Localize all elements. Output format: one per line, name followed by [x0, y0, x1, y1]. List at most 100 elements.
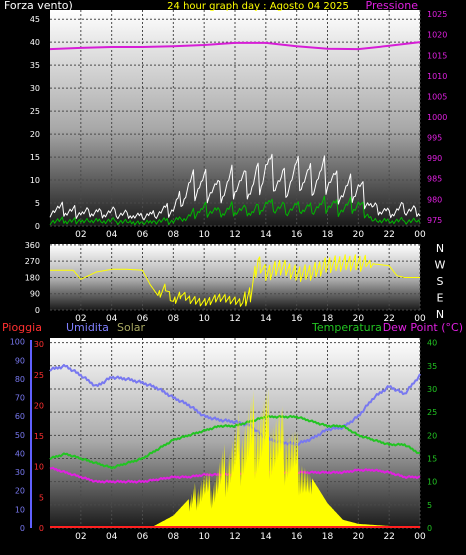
temperature-line [49, 414, 420, 470]
temperature-x-tick-label: 12 [229, 532, 240, 542]
wind-tick-label: 15 [30, 153, 40, 162]
humidity-tick-label: 90 [15, 356, 25, 365]
wind-x-tick-label: 10 [198, 230, 210, 240]
wind-tick-label: 10 [30, 176, 40, 185]
direction-x-tick-label: 10 [198, 314, 210, 324]
rain-axis-label: Pioggia [2, 321, 42, 334]
direction-x-tick-label: 20 [353, 314, 365, 324]
humidity-tick-label: 40 [15, 449, 25, 458]
temperature-tick-label: 0 [427, 524, 432, 533]
temperature-x-tick-label: 20 [353, 532, 365, 542]
wind-x-tick-labels: 02 04 06 08 10 12 14 16 18 20 22 00 [75, 230, 426, 240]
compass-label: N [436, 308, 444, 321]
temperature-x-tick-label: 18 [322, 532, 334, 542]
wind-chart-title: 24 hour graph day : Agosto 04 2025 [167, 1, 349, 12]
gust-line [49, 153, 421, 221]
rain-tick-label: 0 [39, 524, 44, 533]
humidity-tick-label: 0 [20, 524, 25, 533]
humidity-tick-label: 30 [15, 468, 25, 477]
wind-tick-label: 25 [30, 107, 40, 116]
direction-x-tick-label: 08 [168, 314, 180, 324]
wind-series-group [49, 41, 421, 226]
temperature-x-tick-label: 14 [260, 532, 272, 542]
direction-x-tick-label: 22 [383, 314, 394, 324]
temperature-axis-label: Temperatura [311, 321, 382, 334]
humidity-tick-label: 60 [15, 412, 25, 421]
temperature-tick-label: 25 [427, 408, 437, 417]
rain-tick-label: 20 [34, 401, 44, 410]
wind-tick-label: 5 [35, 199, 40, 208]
humidity-tick-label: 100 [10, 338, 25, 347]
pressure-tick-label: 1000 [427, 113, 447, 122]
pressure-tick-label: 975 [427, 216, 442, 225]
compass-label: E [437, 292, 444, 305]
temperature-panel: Pioggia Umidita Solar Temperatura Dew Po… [2, 321, 463, 542]
wind-tick-label: 45 [30, 15, 40, 24]
humidity-tick-label: 50 [15, 431, 25, 440]
rain-tick-label: 15 [34, 432, 44, 441]
dewpoint-axis-label: Dew Point (°C) [383, 321, 463, 334]
temperature-x-tick-label: 22 [383, 532, 394, 542]
pressure-line [49, 41, 421, 51]
direction-left-tick-labels: 0 90 180 270 360 [25, 241, 40, 315]
wind-pressure-panel: Forza vento) 24 hour graph day : Agosto … [4, 0, 447, 240]
wind-tick-label: 35 [30, 61, 40, 70]
pressure-tick-label: 990 [427, 154, 442, 163]
pressure-tick-label: 1015 [427, 51, 447, 60]
pressure-tick-label: 1025 [427, 10, 447, 19]
rain-tick-label: 25 [34, 371, 44, 380]
solar-axis-label: Solar [117, 321, 146, 334]
temperature-x-tick-label: 08 [168, 532, 180, 542]
direction-x-tick-label: 16 [291, 314, 303, 324]
direction-x-tick-label: 12 [229, 314, 240, 324]
humidity-tick-labels: 0 10 20 30 40 50 60 70 80 90 100 [10, 338, 25, 533]
wind-x-tick-label: 06 [137, 230, 149, 240]
temperature-tick-label: 40 [427, 339, 437, 348]
direction-tick-label: 270 [25, 257, 40, 266]
wind-x-tick-label: 18 [322, 230, 334, 240]
rain-tick-label: 30 [34, 340, 44, 349]
wind-tick-label: 0 [35, 222, 40, 231]
wind-x-tick-label: 02 [75, 230, 86, 240]
temperature-x-tick-label: 00 [414, 532, 426, 542]
humidity-tick-label: 80 [15, 375, 25, 384]
humidity-axis-label: Umidita [66, 321, 109, 334]
rain-tick-label: 5 [39, 493, 44, 502]
temperature-series-group [49, 363, 421, 528]
humidity-tick-label: 20 [15, 487, 25, 496]
temperature-tick-label: 35 [427, 362, 437, 371]
direction-x-tick-label: 18 [322, 314, 334, 324]
compass-label: N [436, 242, 444, 255]
pressure-tick-label: 980 [427, 195, 442, 204]
wind-x-tick-label: 22 [383, 230, 394, 240]
pressure-tick-label: 1005 [427, 92, 447, 101]
direction-tick-label: 360 [25, 241, 40, 250]
temperature-tick-label: 10 [427, 478, 437, 487]
rain-tick-labels: 0 5 10 15 20 25 30 [34, 340, 44, 533]
temperature-x-tick-label: 06 [137, 532, 149, 542]
direction-series-group [50, 254, 420, 307]
compass-label: W [435, 259, 446, 272]
temperature-tick-label: 20 [427, 431, 437, 440]
wind-tick-label: 20 [30, 130, 40, 139]
pressure-tick-label: 985 [427, 175, 442, 184]
temperature-tick-label: 15 [427, 454, 437, 463]
direction-x-tick-label: 14 [260, 314, 272, 324]
direction-x-tick-label: 02 [75, 314, 86, 324]
direction-x-tick-label: 00 [414, 314, 426, 324]
compass-label: S [437, 275, 444, 288]
wind-direction-line [50, 254, 420, 307]
direction-x-tick-label: 06 [137, 314, 149, 324]
pressure-tick-label: 1010 [427, 72, 447, 81]
temperature-tick-label: 30 [427, 385, 437, 394]
wind-x-tick-label: 00 [414, 230, 426, 240]
solar-area [50, 387, 420, 528]
temperature-x-tick-label: 02 [75, 532, 86, 542]
wind-x-tick-label: 12 [229, 230, 240, 240]
wind-tick-label: 30 [30, 84, 40, 93]
temperature-tick-label: 5 [427, 501, 432, 510]
wind-tick-label: 40 [30, 38, 40, 47]
